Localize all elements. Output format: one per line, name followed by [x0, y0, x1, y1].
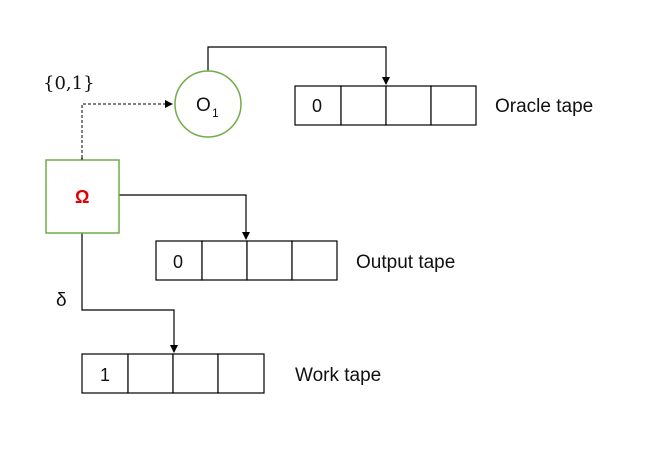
- oracle-tape: 0: [294, 85, 477, 126]
- output-tape-cell: [155, 240, 203, 281]
- control-to-work-tape-connector: [81, 233, 178, 353]
- output-tape-cell: [246, 240, 293, 281]
- output-tape-label: Output tape: [356, 252, 455, 273]
- oracle-alphabet-label: {0,1}: [43, 73, 95, 94]
- work-tape-cell: [172, 353, 219, 394]
- output-tape-cell: [201, 240, 248, 281]
- output-tape-cell-0-value: 0: [173, 252, 183, 272]
- oracle-circle: [174, 70, 242, 138]
- oracle-tape-cell: [430, 85, 477, 126]
- control-node: Ω: [45, 159, 120, 234]
- output-tape: 0: [155, 240, 338, 281]
- oracle-node: O 1: [174, 70, 242, 138]
- control-to-output-tape-connector: [119, 194, 250, 240]
- oracle-tape-cell: [385, 85, 432, 126]
- oracle-symbol: O: [196, 95, 211, 116]
- oracle-tape-label: Oracle tape: [495, 96, 593, 117]
- work-tape-cell: [217, 353, 265, 394]
- work-tape: 1: [81, 353, 265, 394]
- query-dashed-connector: [78, 100, 173, 165]
- work-tape-cell: [127, 353, 174, 394]
- work-tape-cell-0-value: 1: [100, 365, 110, 385]
- delta-label: δ: [56, 290, 67, 311]
- omega-symbol: Ω: [75, 187, 89, 207]
- work-tape-cell: [81, 353, 129, 394]
- oracle-tape-cell: [340, 85, 387, 126]
- work-tape-label: Work tape: [295, 365, 381, 386]
- oracle-tape-cell: [294, 85, 342, 126]
- oracle-tape-cell-0-value: 0: [312, 96, 322, 116]
- oracle-subscript: 1: [212, 106, 219, 120]
- output-tape-cell: [291, 240, 338, 281]
- oracle-to-oracle-tape-connector: [207, 46, 390, 85]
- control-box: [45, 159, 120, 234]
